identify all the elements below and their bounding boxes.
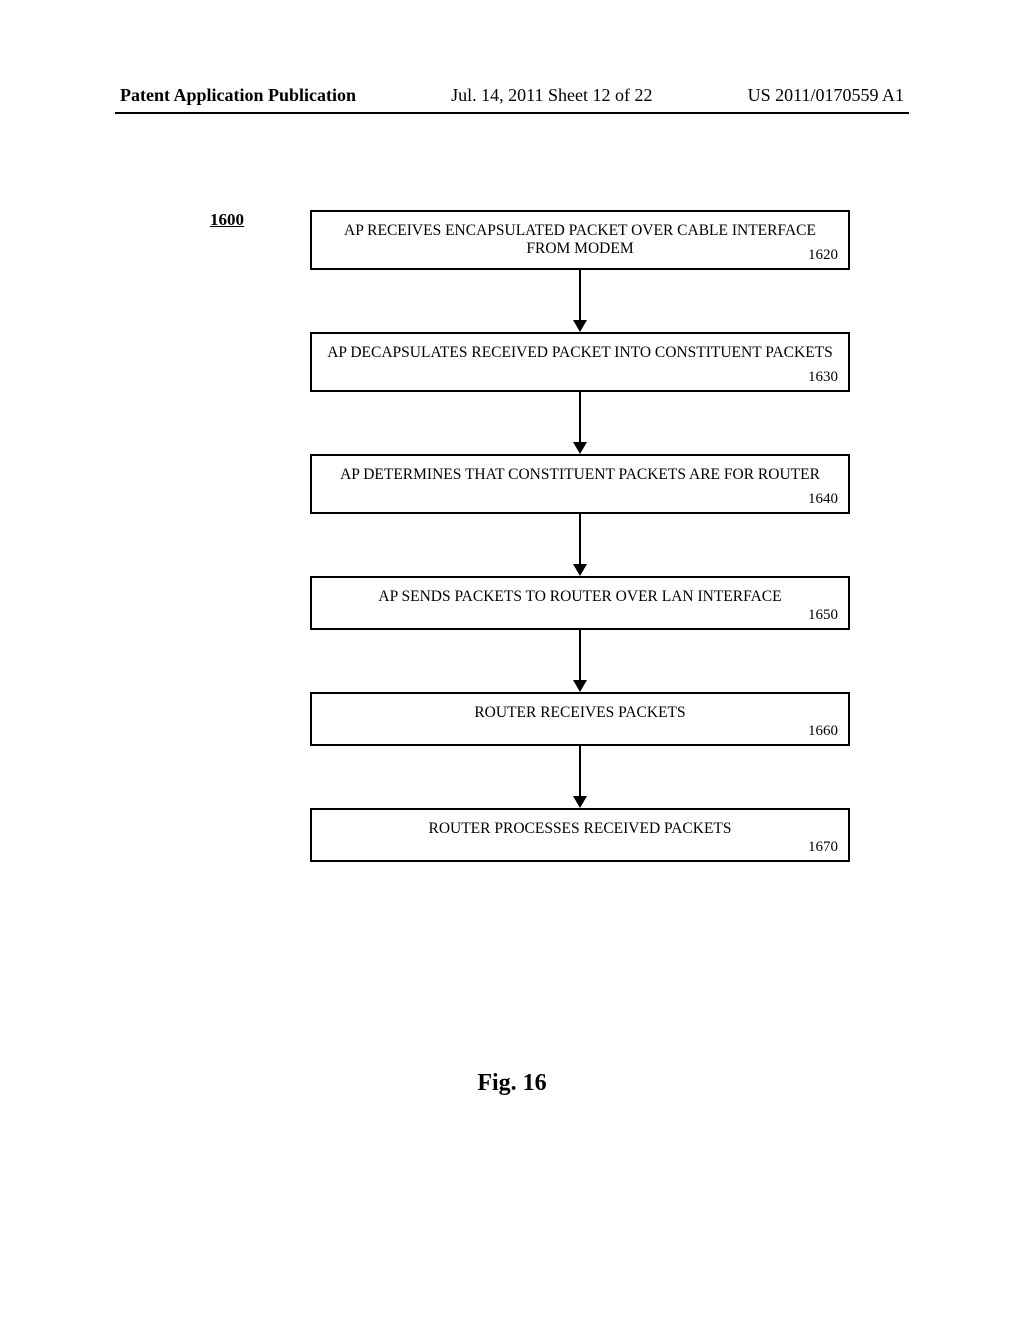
flowchart-arrow	[310, 514, 850, 576]
header-left: Patent Application Publication	[120, 85, 356, 106]
page-header: Patent Application Publication Jul. 14, …	[0, 85, 1024, 106]
flowchart-node-label: ROUTER PROCESSES RECEIVED PACKETS	[326, 820, 834, 838]
flowchart-node-label: AP DETERMINES THAT CONSTITUENT PACKETS A…	[326, 466, 834, 484]
flowchart-node: AP DETERMINES THAT CONSTITUENT PACKETS A…	[310, 454, 850, 514]
header-center: Jul. 14, 2011 Sheet 12 of 22	[451, 85, 652, 106]
flowchart-arrow	[310, 392, 850, 454]
flowchart-node-label: AP RECEIVES ENCAPSULATED PACKET OVER CAB…	[326, 222, 834, 258]
flowchart-arrow	[310, 746, 850, 808]
figure-caption: Fig. 16	[0, 1070, 1024, 1097]
header-right: US 2011/0170559 A1	[748, 85, 904, 106]
flowchart-node-id: 1630	[808, 369, 838, 386]
flowchart-node: AP RECEIVES ENCAPSULATED PACKET OVER CAB…	[310, 210, 850, 270]
flowchart-node-id: 1620	[808, 247, 838, 264]
flowchart-node: ROUTER PROCESSES RECEIVED PACKETS1670	[310, 808, 850, 862]
flowchart-node-label: AP DECAPSULATES RECEIVED PACKET INTO CON…	[326, 344, 834, 362]
flowchart-node-id: 1660	[808, 723, 838, 740]
flowchart-node-id: 1670	[808, 839, 838, 856]
flowchart-node-label: AP SENDS PACKETS TO ROUTER OVER LAN INTE…	[326, 588, 834, 606]
header-rule	[115, 112, 909, 114]
flowchart-arrow	[310, 630, 850, 692]
flowchart-node: ROUTER RECEIVES PACKETS1660	[310, 692, 850, 746]
flowchart-node-id: 1640	[808, 491, 838, 508]
flowchart: AP RECEIVES ENCAPSULATED PACKET OVER CAB…	[290, 210, 870, 862]
flowchart-ref: 1600	[210, 210, 244, 230]
flowchart-node: AP SENDS PACKETS TO ROUTER OVER LAN INTE…	[310, 576, 850, 630]
flowchart-node: AP DECAPSULATES RECEIVED PACKET INTO CON…	[310, 332, 850, 392]
flowchart-arrow	[310, 270, 850, 332]
flowchart-node-id: 1650	[808, 607, 838, 624]
flowchart-node-label: ROUTER RECEIVES PACKETS	[326, 704, 834, 722]
